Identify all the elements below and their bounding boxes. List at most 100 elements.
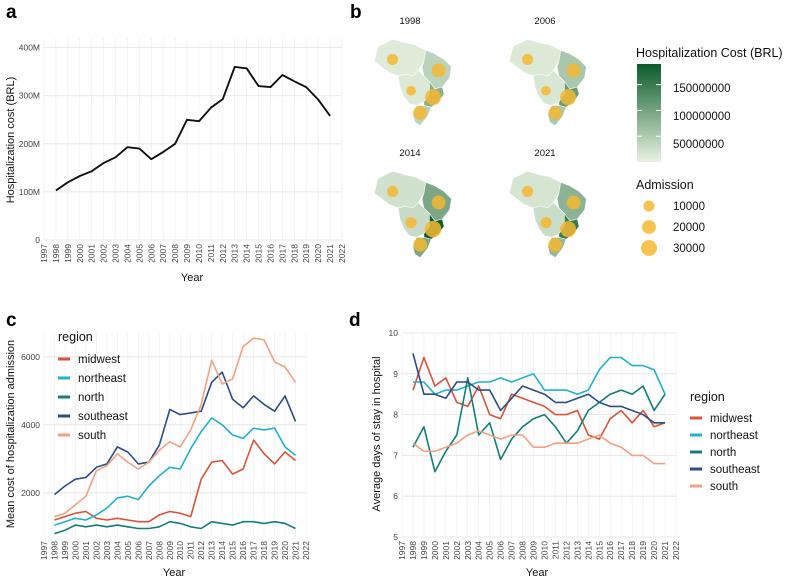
x-tick-label: 2008 bbox=[518, 541, 528, 560]
y-tick-label: 2000 bbox=[21, 488, 40, 498]
x-tick-label: 1998 bbox=[51, 244, 61, 263]
x-tick-label: 2002 bbox=[452, 541, 462, 560]
map-title-2021: 2021 bbox=[534, 148, 555, 159]
x-tick-label: 2012 bbox=[218, 244, 228, 263]
chart-b-maps: 1998 2006 2014 2021 bbox=[373, 16, 587, 259]
x-tick-label: 2022 bbox=[671, 541, 681, 560]
x-tick-label: 2001 bbox=[441, 541, 451, 560]
series-line-midwest bbox=[54, 439, 297, 523]
x-tick-label: 2009 bbox=[529, 541, 539, 560]
x-tick-label: 2018 bbox=[289, 244, 299, 263]
admission-bubble-midwest-2006 bbox=[541, 85, 551, 96]
chart-d-legend-title: region bbox=[690, 390, 725, 404]
admission-bubble-south-2006 bbox=[548, 106, 562, 120]
legend-label-south: south bbox=[78, 430, 106, 442]
legend-label-south: south bbox=[710, 481, 738, 493]
series-line-northeast bbox=[413, 356, 666, 396]
x-tick-label: 1998 bbox=[49, 541, 59, 560]
x-tick-label: 2003 bbox=[102, 541, 112, 560]
series-line-southeast bbox=[53, 371, 297, 496]
admission-bubble-midwest-2014 bbox=[405, 217, 417, 229]
legend-admission-title: Admission bbox=[636, 178, 694, 192]
x-tick-label: 2009 bbox=[182, 244, 192, 263]
legend-cost-title: Hospitalization Cost (BRL) bbox=[636, 46, 783, 60]
legend-label-midwest: midwest bbox=[78, 354, 121, 366]
x-tick-label: 2013 bbox=[207, 541, 217, 560]
x-tick-label: 2018 bbox=[259, 541, 269, 560]
admission-bubble-northeast-2021 bbox=[566, 195, 581, 210]
map-1998 bbox=[373, 38, 452, 127]
x-tick-label: 2010 bbox=[539, 541, 549, 560]
admission-bubble-midwest-2021 bbox=[540, 217, 552, 229]
x-tick-label: 2001 bbox=[87, 244, 97, 263]
legend-cost-label-50m: 50000000 bbox=[673, 139, 724, 151]
admission-bubble-southeast-1998 bbox=[425, 89, 442, 106]
y-tick-label: 9 bbox=[393, 369, 398, 379]
series-line-south bbox=[412, 430, 665, 465]
x-tick-label: 2003 bbox=[463, 541, 473, 560]
x-tick-label: 2009 bbox=[165, 541, 175, 560]
series-line-south bbox=[54, 337, 297, 518]
y-tick-label: 4000 bbox=[21, 420, 40, 430]
x-tick-label: 2018 bbox=[627, 541, 637, 560]
admission-bubble-north-2014 bbox=[387, 185, 399, 197]
y-tick-label: 400M bbox=[19, 43, 40, 53]
chart-b-legend bbox=[637, 64, 661, 256]
x-tick-label: 2017 bbox=[249, 541, 259, 560]
series-line-total bbox=[55, 65, 331, 192]
map-2021 bbox=[508, 170, 587, 259]
admission-bubble-south-1998 bbox=[413, 105, 428, 120]
x-tick-label: 2007 bbox=[144, 541, 154, 560]
admission-bubble-south-2021 bbox=[548, 237, 563, 252]
legend-cost-label-100m: 100000000 bbox=[673, 111, 731, 123]
x-tick-label: 2015 bbox=[228, 541, 238, 560]
x-tick-label: 2019 bbox=[270, 541, 280, 560]
x-tick-label: 2013 bbox=[230, 244, 240, 263]
x-tick-label: 1999 bbox=[60, 541, 70, 560]
chart-a-ylabel: Hospitalization cost (BRL) bbox=[5, 77, 17, 204]
x-tick-label: 2002 bbox=[91, 541, 101, 560]
x-tick-label: 2010 bbox=[194, 244, 204, 263]
x-tick-label: 2016 bbox=[265, 244, 275, 263]
x-tick-label: 2006 bbox=[146, 244, 156, 263]
x-tick-label: 2000 bbox=[75, 244, 85, 263]
chart-c-legend-title: region bbox=[58, 330, 93, 344]
chart-a-xlabel: Year bbox=[181, 272, 204, 284]
x-tick-label: 1997 bbox=[39, 541, 49, 560]
admission-bubble-north-2006 bbox=[522, 53, 534, 65]
y-tick-label: 10 bbox=[389, 328, 399, 338]
legend-label-southeast: southeast bbox=[710, 464, 761, 476]
x-tick-label: 2016 bbox=[605, 541, 615, 560]
chart-d-legend: midwest northeast north southeast south bbox=[690, 413, 761, 493]
chart-d-ylabel: Average days of stay in hospital bbox=[371, 356, 383, 511]
chart-c-legend: midwest northeast north southeast south bbox=[58, 354, 129, 442]
map-title-2014: 2014 bbox=[399, 148, 420, 159]
series-line-northeast bbox=[54, 417, 297, 526]
x-tick-label: 2014 bbox=[583, 541, 593, 560]
x-tick-label: 2012 bbox=[196, 541, 206, 560]
x-tick-label: 2021 bbox=[291, 541, 301, 560]
x-tick-label: 2000 bbox=[430, 541, 440, 560]
chart-d-xlabel: Year bbox=[526, 567, 549, 578]
x-tick-label: 2005 bbox=[134, 244, 144, 263]
legend-label-north: north bbox=[710, 447, 736, 459]
x-tick-label: 1998 bbox=[408, 541, 418, 560]
x-tick-label: 1997 bbox=[397, 541, 407, 560]
x-tick-label: 1999 bbox=[63, 244, 73, 263]
series-line-southeast bbox=[412, 353, 665, 424]
admission-bubble-south-2014 bbox=[413, 237, 428, 252]
x-tick-label: 2020 bbox=[313, 244, 323, 263]
x-tick-label: 2021 bbox=[325, 244, 335, 263]
x-tick-label: 2007 bbox=[507, 541, 517, 560]
legend-label-northeast: northeast bbox=[710, 430, 759, 442]
x-tick-label: 2001 bbox=[81, 541, 91, 560]
cost-colorbar bbox=[637, 64, 661, 162]
x-tick-label: 1997 bbox=[39, 244, 49, 263]
x-tick-label: 2007 bbox=[158, 244, 168, 263]
legend-admission-label-10000: 10000 bbox=[673, 201, 705, 213]
series-line-north bbox=[54, 520, 296, 535]
admission-bubble-north-2021 bbox=[522, 185, 534, 197]
legend-admission-label-30000: 30000 bbox=[673, 243, 705, 255]
x-tick-label: 2015 bbox=[254, 244, 264, 263]
